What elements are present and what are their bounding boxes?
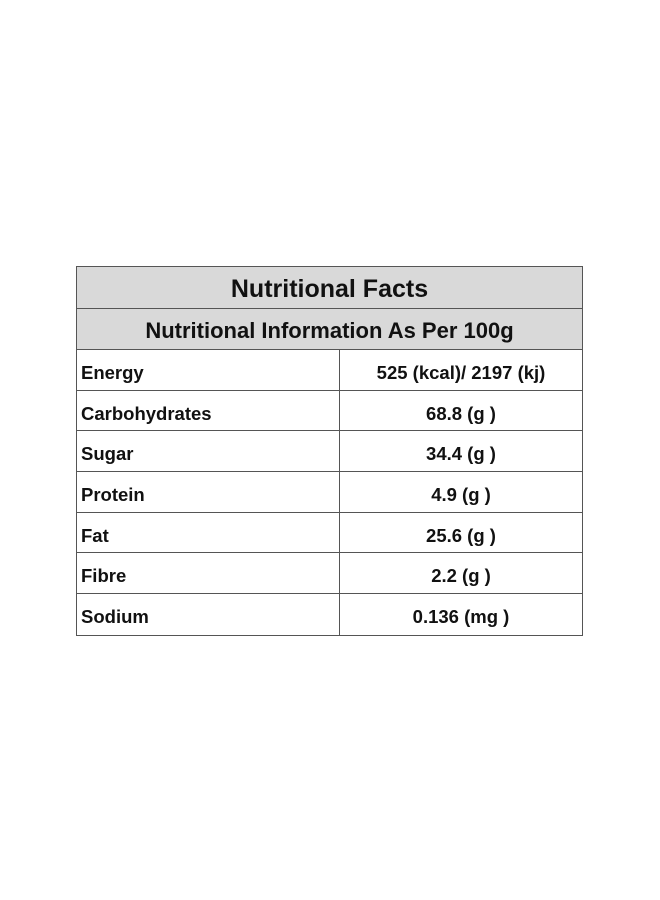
nutrient-name: Fat [77, 512, 340, 553]
nutrient-name: Protein [77, 472, 340, 512]
table-row-energy: Energy 525 (kcal)/ 2197 (kj) [77, 350, 582, 391]
table-row-sugar: Sugar 34.4 (g ) [77, 431, 582, 473]
table-row-protein: Protein 4.9 (g ) [77, 472, 582, 513]
nutrient-value: 34.4 (g ) [426, 443, 496, 465]
table-subtitle: Nutritional Information As Per 100g [77, 309, 582, 350]
nutrient-value: 525 (kcal)/ 2197 (kj) [376, 361, 546, 383]
nutrition-facts-table: Nutritional Facts Nutritional Informatio… [76, 266, 583, 636]
nutrient-name: Energy [77, 350, 340, 390]
nutrient-value: 68.8 (g ) [426, 402, 496, 424]
table-row-carbohydrates: Carbohydrates 68.8 (g ) [77, 390, 582, 432]
table-title: Nutritional Facts [77, 267, 582, 309]
nutrient-name: Sodium [77, 594, 340, 635]
table-row-fat: Fat 25.6 (g ) [77, 512, 582, 554]
nutrient-value: 25.6 (g ) [426, 524, 496, 546]
nutrient-value: 0.136 (mg ) [412, 606, 510, 628]
nutrient-name: Sugar [77, 431, 340, 472]
table-row-sodium: Sodium 0.136 (mg ) [77, 594, 582, 635]
nutrient-name: Fibre [77, 553, 340, 594]
nutrient-value: 2.2 (g ) [431, 565, 491, 587]
table-row-fibre: Fibre 2.2 (g ) [77, 553, 582, 595]
nutrient-value: 4.9 (g ) [431, 483, 491, 505]
nutrient-name: Carbohydrates [77, 390, 340, 431]
